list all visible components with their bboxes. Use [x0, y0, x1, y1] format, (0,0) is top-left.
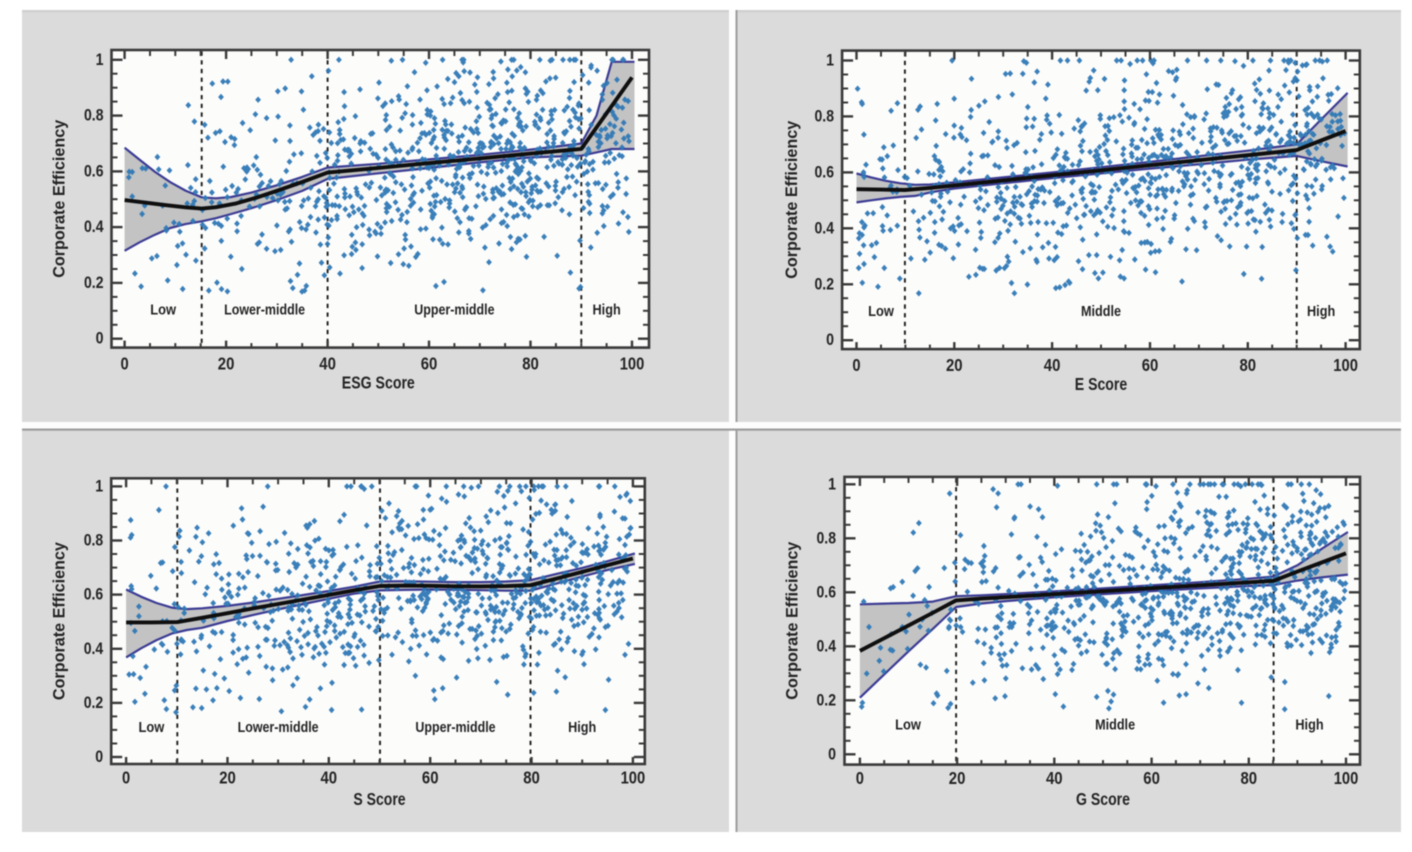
- svg-text:0.8: 0.8: [815, 106, 835, 125]
- svg-text:100: 100: [621, 767, 646, 787]
- svg-text:0.6: 0.6: [817, 582, 837, 601]
- svg-text:0: 0: [121, 353, 129, 373]
- svg-text:20: 20: [218, 353, 235, 373]
- svg-text:100: 100: [1334, 768, 1359, 788]
- svg-text:Corporate Efficiency: Corporate Efficiency: [50, 120, 68, 278]
- svg-text:0: 0: [852, 355, 860, 375]
- svg-text:80: 80: [522, 353, 539, 373]
- svg-text:Low: Low: [868, 303, 894, 320]
- svg-text:Corporate Efficiency: Corporate Efficiency: [50, 542, 68, 700]
- svg-text:80: 80: [1240, 355, 1257, 375]
- svg-text:0.8: 0.8: [84, 106, 104, 125]
- svg-text:0: 0: [96, 329, 104, 348]
- svg-text:High: High: [568, 719, 596, 736]
- svg-text:Middle: Middle: [1095, 717, 1135, 734]
- svg-text:0.2: 0.2: [815, 274, 835, 293]
- svg-text:80: 80: [523, 767, 540, 787]
- svg-text:40: 40: [319, 353, 336, 373]
- svg-text:1: 1: [96, 50, 104, 69]
- svg-text:ESG Score: ESG Score: [342, 373, 415, 393]
- svg-text:100: 100: [1333, 355, 1358, 375]
- svg-text:60: 60: [1143, 768, 1160, 788]
- svg-text:40: 40: [1044, 355, 1061, 375]
- svg-text:High: High: [1307, 303, 1335, 320]
- svg-text:0.8: 0.8: [817, 528, 837, 547]
- svg-text:Upper-middle: Upper-middle: [415, 719, 495, 736]
- svg-text:Corporate Efficiency: Corporate Efficiency: [783, 121, 801, 279]
- svg-text:0.2: 0.2: [84, 273, 104, 292]
- svg-text:0.2: 0.2: [817, 690, 837, 709]
- svg-text:Lower-middle: Lower-middle: [238, 719, 319, 736]
- svg-text:Low: Low: [895, 717, 921, 734]
- svg-text:Lower-middle: Lower-middle: [224, 302, 305, 319]
- svg-text:E Score: E Score: [1075, 374, 1128, 394]
- svg-text:0.2: 0.2: [84, 693, 104, 712]
- svg-text:Low: Low: [139, 719, 165, 736]
- svg-text:0: 0: [95, 747, 103, 766]
- svg-text:1: 1: [826, 51, 834, 70]
- svg-text:40: 40: [321, 767, 338, 787]
- svg-text:60: 60: [421, 353, 438, 373]
- svg-text:Low: Low: [150, 302, 176, 319]
- svg-text:0.4: 0.4: [84, 639, 104, 658]
- svg-text:0.6: 0.6: [84, 585, 104, 604]
- svg-text:20: 20: [946, 355, 963, 375]
- svg-text:Upper-middle: Upper-middle: [414, 302, 494, 319]
- svg-text:0: 0: [122, 767, 130, 787]
- svg-text:High: High: [593, 302, 621, 319]
- svg-text:60: 60: [422, 767, 439, 787]
- svg-text:0.8: 0.8: [84, 531, 104, 550]
- svg-text:1: 1: [828, 474, 836, 493]
- svg-text:Middle: Middle: [1081, 303, 1121, 320]
- svg-text:G Score: G Score: [1076, 789, 1130, 809]
- svg-text:Corporate Efficiency: Corporate Efficiency: [783, 542, 801, 700]
- svg-text:60: 60: [1142, 355, 1159, 375]
- svg-text:0.6: 0.6: [815, 162, 835, 181]
- svg-text:20: 20: [219, 767, 236, 787]
- svg-text:0: 0: [856, 768, 864, 788]
- svg-text:0.6: 0.6: [84, 161, 104, 180]
- svg-text:40: 40: [1046, 768, 1063, 788]
- svg-text:80: 80: [1241, 768, 1258, 788]
- svg-text:20: 20: [949, 768, 966, 788]
- svg-text:100: 100: [620, 353, 645, 373]
- svg-text:0.4: 0.4: [817, 636, 837, 655]
- svg-text:1: 1: [95, 476, 103, 495]
- svg-text:0.4: 0.4: [84, 217, 104, 236]
- svg-text:S Score: S Score: [353, 789, 405, 809]
- svg-text:0: 0: [826, 330, 834, 349]
- svg-text:0.4: 0.4: [815, 218, 835, 237]
- svg-text:High: High: [1295, 717, 1323, 734]
- svg-text:0: 0: [828, 744, 836, 763]
